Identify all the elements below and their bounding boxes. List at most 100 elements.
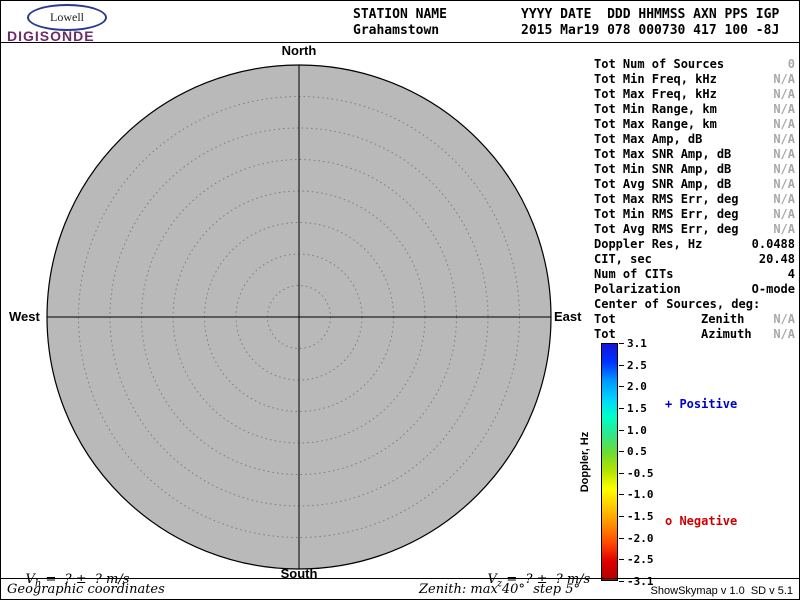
stat-sublabel: Azimuth [701, 327, 752, 341]
stat-value: N/A [773, 117, 795, 131]
stat-value: N/A [773, 102, 795, 116]
stat-row: Center of Sources, deg: [594, 297, 795, 312]
colorbar-tick-label: -2.0 [627, 532, 654, 545]
colorbar-tick-label: 2.0 [627, 380, 647, 393]
stat-label: Tot Min Freq, kHz [594, 72, 717, 86]
colorbar-tick-label: -3.1 [627, 575, 654, 588]
stat-label: Tot Min SNR Amp, dB [594, 162, 732, 176]
stat-row: Tot Avg RMS Err, deg N/A [594, 222, 795, 237]
stat-row: Tot Max RMS Err, deg N/A [594, 192, 795, 207]
vh-expression: = ? ± ? m/s [41, 572, 130, 587]
stat-row: Tot Min RMS Err, deg N/A [594, 207, 795, 222]
stat-value: N/A [773, 192, 795, 206]
colorbar-tick-mark [619, 494, 624, 495]
stat-row: Doppler Res, Hz 0.0488 [594, 237, 795, 252]
stat-label: Doppler Res, Hz [594, 237, 703, 251]
stat-value: N/A [773, 147, 795, 161]
colorbar-tick-label: -2.5 [627, 553, 654, 566]
stat-row: Tot Min SNR Amp, dB N/A [594, 162, 795, 177]
stat-label: Tot Avg SNR Amp, dB [594, 177, 732, 191]
vz-subscript: z [496, 578, 503, 590]
stat-value: N/A [773, 162, 795, 176]
stat-value: N/A [773, 207, 795, 221]
colorbar-tick-mark [619, 386, 624, 387]
stat-label: CIT, sec [594, 252, 652, 266]
stat-value: N/A [773, 312, 795, 326]
statistics-panel: Tot Num of Sources 0 Tot Min Freq, kHz N/A T… [594, 57, 795, 342]
footer-divider [1, 578, 799, 579]
lowell-logo-oval: Lowell [27, 4, 107, 31]
stat-label: Tot [594, 312, 616, 326]
skymap-polar-plot [46, 64, 552, 570]
header-divider [1, 42, 799, 43]
header-station-value: Grahamstown [353, 23, 440, 38]
stat-label: Tot Max Freq, kHz [594, 87, 717, 101]
vh-subscript: h [34, 578, 42, 590]
colorbar-tick-label: -1.0 [627, 488, 654, 501]
colorbar-tick-scale: 3.1 2.5 2.0 1.5 1.0 0.5 -0.5 -1.0 -1.5 -2.0 -2.5 -3… [619, 337, 679, 588]
stat-label: Tot Max Range, km [594, 117, 717, 131]
stat-value: O-mode [751, 282, 795, 296]
stat-row: Tot Max Amp, dB N/A [594, 132, 795, 147]
colorbar-tick-mark [619, 581, 624, 582]
vz-variable: V [487, 572, 497, 587]
stat-value: N/A [773, 222, 795, 236]
colorbar-tick-mark [619, 473, 624, 474]
stat-row: Num of CITs 4 [594, 267, 795, 282]
stat-value: N/A [773, 327, 795, 341]
stat-label: Tot Avg RMS Err, deg [594, 222, 739, 236]
stat-value: N/A [773, 177, 795, 191]
colorbar-tick-label: 2.5 [627, 359, 647, 372]
header-fields-value: 2015 Mar19 078 000730 417 100 -8J [521, 23, 780, 38]
stat-label: Tot Min RMS Err, deg [594, 207, 739, 221]
colorbar-tick-mark [619, 430, 624, 431]
stat-label: Tot Num of Sources [594, 57, 725, 71]
colorbar-tick-label: 1.0 [627, 424, 647, 437]
stat-value: 20.48 [758, 252, 795, 266]
doppler-colorbar [601, 343, 618, 581]
stat-row: Tot Max Freq, kHz N/A [594, 87, 795, 102]
stat-label: Tot [594, 327, 616, 341]
stat-row: Tot Max SNR Amp, dB N/A [594, 147, 795, 162]
negative-doppler-legend: o Negative [665, 514, 738, 528]
stat-value: N/A [773, 72, 795, 86]
colorbar-tick-label: 0.5 [627, 445, 647, 458]
stat-value: 4 [787, 267, 795, 281]
vh-variable: V [25, 572, 35, 587]
stat-row: Tot Min Freq, kHz N/A [594, 72, 795, 87]
version-label: ShowSkymap v 1.0 SD v 5.1 [650, 585, 793, 597]
compass-east-label: East [554, 309, 582, 324]
stat-row: CIT, sec 20.48 [594, 252, 795, 267]
stat-row: Tot Azimuth N/A [594, 327, 795, 342]
digisonde-logo-text: DIGISONDE [7, 28, 95, 44]
stat-row: Tot Max Range, km N/A [594, 117, 795, 132]
stat-row: Tot Zenith N/A [594, 312, 795, 327]
colorbar-tick-mark [619, 343, 624, 344]
colorbar-axis-label: Doppler, Hz [579, 431, 591, 493]
stat-label: Tot Max RMS Err, deg [594, 192, 739, 206]
vertical-velocity-readout: Vz = ? ± ? m/s [471, 557, 591, 599]
colorbar-tick-mark [619, 538, 624, 539]
colorbar-tick-mark [619, 408, 624, 409]
stat-value: 0.0488 [751, 237, 795, 251]
colorbar-tick-label: -0.5 [627, 467, 654, 480]
stat-value: N/A [773, 87, 795, 101]
compass-south-label: South [280, 566, 318, 581]
stat-row: Polarization O-mode [594, 282, 795, 297]
colorbar-tick-mark [619, 451, 624, 452]
colorbar-tick-label: 3.1 [627, 337, 647, 350]
header-station-label: STATION NAME [353, 7, 447, 22]
compass-north-label: North [281, 43, 317, 58]
colorbar-tick-mark [619, 365, 624, 366]
colorbar-tick-mark [619, 559, 624, 560]
stat-label: Tot Max SNR Amp, dB [594, 147, 732, 161]
stat-label: Num of CITs [594, 267, 674, 281]
stat-label: Polarization [594, 282, 681, 296]
stat-label: Tot Max Amp, dB [594, 132, 703, 146]
coordinate-system-label: Geographic coordinates [7, 582, 165, 597]
stat-label: Tot Min Range, km [594, 102, 717, 116]
positive-doppler-legend: + Positive [665, 397, 738, 411]
colorbar-tick-label: 1.5 [627, 402, 647, 415]
lowell-logo-text: Lowell [50, 10, 84, 24]
